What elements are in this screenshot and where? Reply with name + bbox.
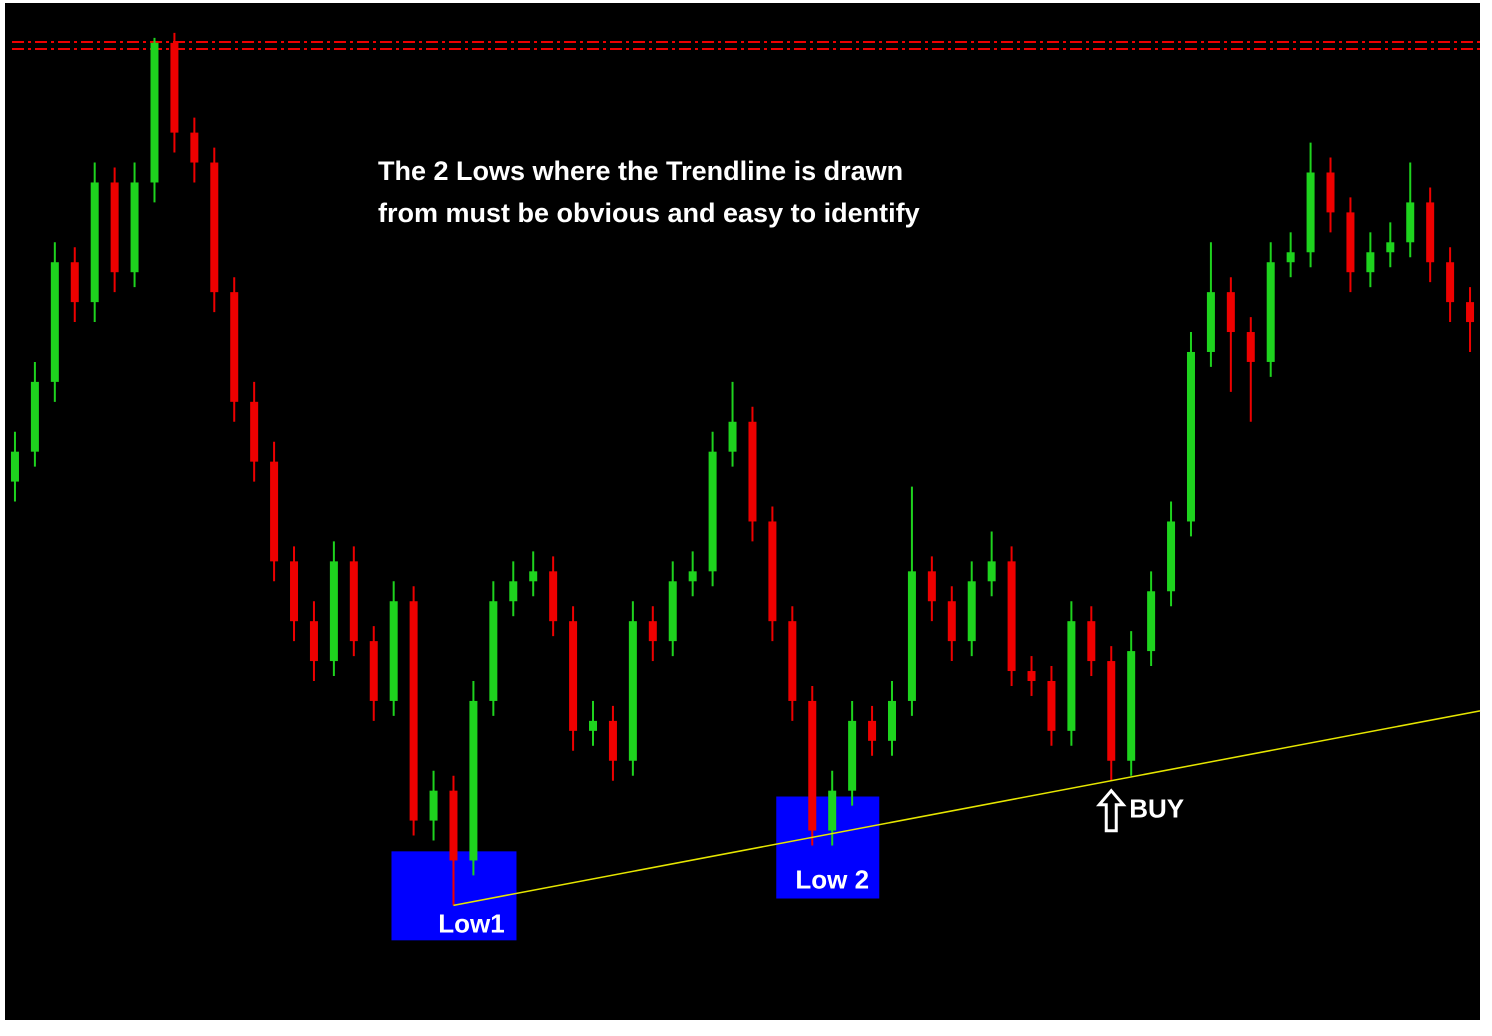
candle-body: [1226, 292, 1235, 333]
candle-body: [230, 292, 239, 402]
candle-body: [270, 461, 279, 562]
candle-body: [1366, 252, 1375, 273]
candle-body: [549, 571, 558, 622]
candle-body: [967, 581, 976, 642]
candle-body: [349, 561, 358, 642]
candle-body: [290, 561, 299, 622]
candle-body: [748, 421, 757, 522]
candle-body: [1007, 561, 1016, 672]
candle-body: [648, 621, 657, 642]
trendline: [453, 710, 1481, 907]
candle-body: [1147, 591, 1156, 652]
candle-body: [668, 581, 677, 642]
candle-body: [409, 601, 418, 821]
candle-body: [1107, 661, 1116, 761]
low-label: Low 2: [795, 865, 869, 895]
candle-body: [768, 521, 777, 622]
candle-body: [90, 182, 99, 303]
low-label: Low1: [438, 908, 504, 938]
candle-body: [868, 720, 877, 741]
candle-body: [529, 571, 538, 582]
candle-body: [828, 790, 837, 831]
candle-body: [1186, 351, 1195, 522]
candle-body: [1286, 252, 1295, 263]
candle-body: [1127, 651, 1136, 761]
low-box: [776, 796, 880, 899]
candle-body: [130, 182, 139, 273]
candle-body: [1386, 242, 1395, 253]
candle-body: [708, 451, 717, 572]
candle-body: [10, 451, 19, 482]
candle-body: [1087, 621, 1096, 662]
candle-body: [788, 621, 797, 701]
candle-body: [489, 601, 498, 701]
candle-body: [250, 401, 259, 462]
candle-body: [1346, 212, 1355, 273]
candle-body: [907, 571, 916, 701]
candle-body: [1047, 681, 1056, 731]
candle-body: [1446, 262, 1455, 303]
candle-body: [1246, 332, 1255, 362]
candle-body: [30, 381, 39, 452]
candle-body: [329, 561, 338, 662]
candle-body: [170, 42, 179, 133]
candle-body: [1426, 202, 1435, 263]
candle-body: [1466, 302, 1475, 323]
candle-body: [848, 720, 857, 791]
buy-label: BUY: [1129, 794, 1184, 824]
annotation: The 2 Lows where the Trendline is drawn: [378, 156, 903, 186]
candle-body: [1067, 621, 1076, 731]
candle-body: [369, 641, 378, 701]
candle-body: [110, 182, 119, 273]
candle-body: [1206, 292, 1215, 352]
candle-body: [628, 621, 637, 761]
candle-body: [569, 621, 578, 731]
candle-body: [309, 621, 318, 662]
candle-body: [50, 262, 59, 382]
candle-body: [1406, 202, 1415, 243]
candle-body: [469, 700, 478, 861]
candle-body: [509, 581, 518, 602]
candle-body: [1167, 521, 1176, 592]
candle-body: [1306, 172, 1315, 253]
candle-body: [190, 132, 199, 163]
buy-arrow: [1095, 788, 1127, 833]
candle-body: [728, 421, 737, 452]
candle-body: [589, 720, 598, 731]
candle-body: [210, 162, 219, 293]
candle-body: [389, 601, 398, 701]
candle-body: [429, 790, 438, 821]
candle-body: [808, 700, 817, 831]
candle-body: [987, 561, 996, 582]
candle-body: [927, 571, 936, 602]
candle-body: [1027, 671, 1036, 681]
candle-body: [70, 262, 79, 303]
annotation: from must be obvious and easy to identif…: [378, 198, 920, 228]
candle-body: [449, 790, 458, 861]
candle-body: [1266, 262, 1275, 362]
candle-body: [1326, 172, 1335, 213]
candle-body: [887, 700, 896, 741]
candle-body: [150, 42, 159, 183]
candle-body: [947, 601, 956, 642]
candle-body: [608, 720, 617, 761]
candle-body: [688, 571, 697, 582]
